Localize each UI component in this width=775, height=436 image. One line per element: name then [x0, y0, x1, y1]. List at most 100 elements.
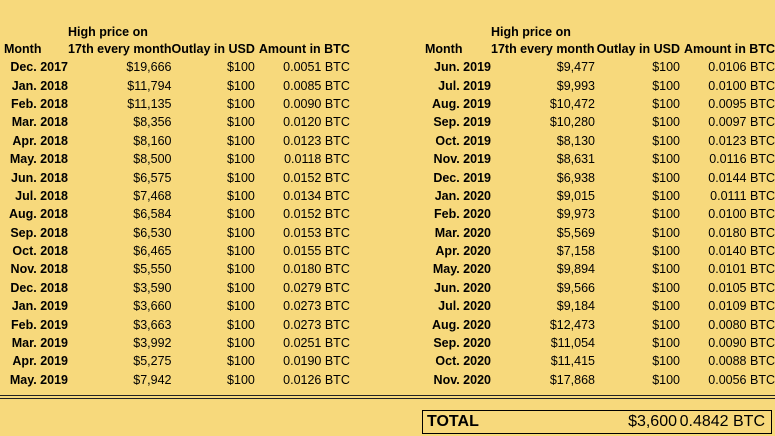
price-cell: $17,868 [549, 372, 595, 387]
month-cell: Aug. 2019 [431, 96, 491, 111]
price-cell: $6,575 [133, 170, 172, 185]
price-cell: $10,280 [549, 115, 595, 130]
month-cell: Apr. 2019 [12, 354, 68, 369]
month-cell: Apr. 2020 [435, 244, 491, 259]
price-cell: $11,794 [127, 78, 172, 93]
table-row: Mar. 2018 $8,356 $100 0.0120 BTC [0, 113, 350, 131]
month-cell: Jan. 2020 [434, 188, 491, 203]
month-cell: Mar. 2018 [11, 115, 68, 130]
right-table-body: Jun. 2019 $9,477 $100 0.0106 BTC Jul. 2019 $9… [421, 58, 775, 389]
table-row: Jun. 2018 $6,575 $100 0.0152 BTC [0, 168, 350, 186]
amount-cell: 0.0190 BTC [283, 354, 350, 369]
month-cell: Oct. 2020 [435, 354, 491, 369]
outlay-cell: $100 [227, 317, 255, 332]
price-cell: $3,590 [133, 280, 172, 295]
outlay-cell: $100 [652, 372, 680, 387]
table-row: Apr. 2019 $5,275 $100 0.0190 BTC [0, 352, 350, 370]
price-cell: $7,942 [133, 372, 172, 387]
outlay-cell: $100 [227, 207, 255, 222]
table-row: Feb. 2018 $11,135 $100 0.0090 BTC [0, 95, 350, 113]
table-row: Dec. 2019 $6,938 $100 0.0144 BTC [421, 168, 775, 186]
table-row: Oct. 2019 $8,130 $100 0.0123 BTC [421, 132, 775, 150]
amount-cell: 0.0273 BTC [283, 299, 350, 314]
amount-cell: 0.0097 BTC [708, 115, 775, 130]
amount-cell: 0.0090 BTC [283, 96, 350, 111]
outlay-cell: $100 [652, 299, 680, 314]
amount-cell: 0.0140 BTC [708, 244, 775, 259]
price-cell: $6,584 [133, 207, 172, 222]
outlay-cell: $100 [227, 152, 255, 167]
table-row: Nov. 2019 $8,631 $100 0.0116 BTC [421, 150, 775, 168]
month-cell: Jan. 2019 [11, 299, 68, 314]
left-price-table: Month High price on 17th every month Out… [0, 0, 350, 389]
header-outlay: Outlay in USD [596, 42, 680, 56]
outlay-cell: $100 [652, 78, 680, 93]
amount-cell: 0.0251 BTC [283, 336, 350, 351]
amount-cell: 0.0123 BTC [708, 133, 775, 148]
amount-cell: 0.0116 BTC [709, 152, 775, 167]
outlay-cell: $100 [652, 354, 680, 369]
price-cell: $9,993 [556, 78, 595, 93]
table-row: Jul. 2018 $7,468 $100 0.0134 BTC [0, 187, 350, 205]
amount-cell: 0.0152 BTC [283, 170, 350, 185]
outlay-cell: $100 [652, 225, 680, 240]
outlay-cell: $100 [652, 244, 680, 259]
header-month: Month [4, 42, 42, 56]
amount-cell: 0.0100 BTC [708, 207, 775, 222]
header-month: Month [425, 42, 463, 56]
month-cell: Jun. 2020 [434, 280, 491, 295]
table-row: Jan. 2020 $9,015 $100 0.0111 BTC [421, 187, 775, 205]
table-row: May. 2019 $7,942 $100 0.0126 BTC [0, 371, 350, 389]
price-cell: $3,992 [133, 336, 172, 351]
table-row: Apr. 2018 $8,160 $100 0.0123 BTC [0, 132, 350, 150]
month-cell: Mar. 2019 [11, 336, 68, 351]
amount-cell: 0.0126 BTC [283, 372, 350, 387]
price-cell: $9,015 [556, 188, 595, 203]
table-row: Feb. 2019 $3,663 $100 0.0273 BTC [0, 315, 350, 333]
outlay-cell: $100 [652, 133, 680, 148]
outlay-cell: $100 [227, 60, 255, 75]
amount-cell: 0.0155 BTC [283, 244, 350, 259]
table-row: Aug. 2018 $6,584 $100 0.0152 BTC [0, 205, 350, 223]
amount-cell: 0.0051 BTC [283, 60, 350, 75]
month-cell: Aug. 2020 [431, 317, 491, 332]
amount-cell: 0.0144 BTC [708, 170, 775, 185]
total-label: TOTAL [427, 413, 479, 430]
amount-cell: 0.0100 BTC [708, 78, 775, 93]
amount-cell: 0.0180 BTC [708, 225, 775, 240]
amount-cell: 0.0085 BTC [283, 78, 350, 93]
outlay-cell: $100 [227, 133, 255, 148]
month-cell: Aug. 2018 [8, 207, 68, 222]
amount-cell: 0.0090 BTC [708, 336, 775, 351]
price-cell: $7,158 [556, 244, 595, 259]
price-cell: $7,468 [133, 188, 172, 203]
header-high-price: High price on 17th every month [68, 0, 172, 58]
outlay-cell: $100 [652, 207, 680, 222]
month-cell: Nov. 2018 [10, 262, 68, 277]
amount-cell: 0.0080 BTC [708, 317, 775, 332]
table-row: Aug. 2019 $10,472 $100 0.0095 BTC [421, 95, 775, 113]
divider-line [0, 398, 775, 399]
price-cell: $9,566 [556, 280, 595, 295]
header-price-line2: 17th every month [491, 42, 595, 56]
amount-cell: 0.0134 BTC [283, 188, 350, 203]
amount-cell: 0.0120 BTC [283, 115, 350, 130]
amount-cell: 0.0123 BTC [283, 133, 350, 148]
outlay-cell: $100 [227, 225, 255, 240]
outlay-cell: $100 [652, 280, 680, 295]
price-cell: $5,569 [556, 225, 595, 240]
amount-cell: 0.0273 BTC [283, 317, 350, 332]
month-cell: Feb. 2020 [434, 207, 491, 222]
amount-cell: 0.0109 BTC [708, 299, 775, 314]
table-row: May. 2018 $8,500 $100 0.0118 BTC [0, 150, 350, 168]
amount-cell: 0.0111 BTC [710, 188, 775, 203]
header-high-price: High price on 17th every month [491, 0, 595, 58]
month-cell: May. 2020 [432, 262, 491, 277]
table-row: Apr. 2020 $7,158 $100 0.0140 BTC [421, 242, 775, 260]
amount-cell: 0.0153 BTC [283, 225, 350, 240]
outlay-cell: $100 [227, 299, 255, 314]
price-cell: $6,465 [133, 244, 172, 259]
right-price-table: Month High price on 17th every month Out… [421, 0, 775, 389]
header-outlay: Outlay in USD [171, 42, 255, 56]
amount-cell: 0.0118 BTC [284, 152, 350, 167]
